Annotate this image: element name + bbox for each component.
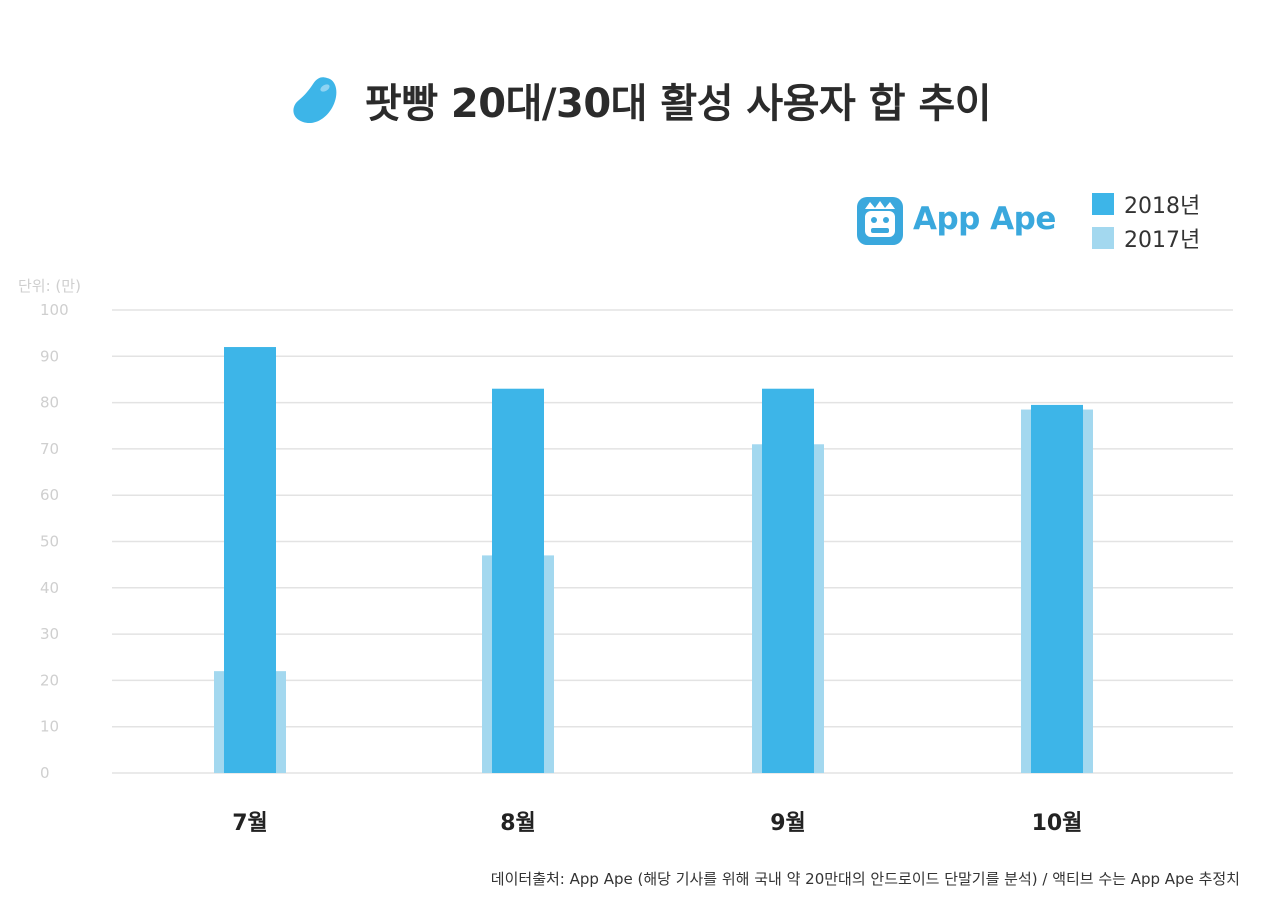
bar-chart: 0 10 20 30 40 50 60 70 80 90 100 7월 8월 9월 10월: [40, 301, 1233, 836]
y-tick-label: 50: [40, 533, 59, 551]
y-tick-label: 0: [40, 764, 50, 782]
legend-label-2018: 2018년: [1124, 194, 1201, 219]
bean-icon: [293, 77, 337, 124]
x-category-label: 10월: [1032, 811, 1083, 836]
y-tick-label: 70: [40, 440, 59, 458]
ape-face-icon: [857, 197, 903, 245]
y-tick-label: 80: [40, 394, 59, 412]
y-tick-label: 20: [40, 671, 59, 689]
y-tick-label: 60: [40, 486, 59, 504]
brand-logo: App Ape: [855, 191, 1056, 247]
x-category-label: 8월: [500, 811, 536, 836]
legend-label-2017: 2017년: [1124, 228, 1201, 253]
bar-2018년-8월: [492, 388, 544, 773]
brand-name: App Ape: [913, 201, 1056, 237]
source-note: 데이터출처: App Ape (해당 기사를 위해 국내 약 20만대의 안드로…: [490, 870, 1240, 888]
bars: [214, 347, 1093, 773]
y-tick-label: 30: [40, 625, 59, 643]
y-tick-label: 90: [40, 347, 59, 365]
legend-swatch-2018: [1092, 193, 1114, 215]
chart-title-area: 팟빵 20대/30대 활성 사용자 합 추이: [0, 60, 1280, 140]
chart-title: 팟빵 20대/30대 활성 사용자 합 추이: [364, 81, 992, 127]
legend-swatch-2017: [1092, 227, 1114, 249]
unit-label: 단위: (만): [18, 277, 81, 295]
bar-2018년-9월: [762, 388, 814, 773]
y-axis-ticks: 0 10 20 30 40 50 60 70 80 90 100: [40, 301, 69, 782]
y-tick-label: 100: [40, 301, 69, 319]
y-tick-label: 40: [40, 579, 59, 597]
bar-2018년-7월: [224, 347, 276, 773]
bar-2018년-10월: [1031, 404, 1083, 773]
y-tick-label: 10: [40, 718, 59, 736]
x-category-label: 7월: [232, 811, 268, 836]
legend-item-2018: 2018년: [1092, 187, 1200, 221]
x-axis-labels: 7월 8월 9월 10월: [232, 811, 1082, 836]
x-category-label: 9월: [770, 811, 806, 836]
legend-item-2017: 2017년: [1092, 221, 1200, 255]
legend: 2018년 2017년: [1092, 187, 1200, 255]
